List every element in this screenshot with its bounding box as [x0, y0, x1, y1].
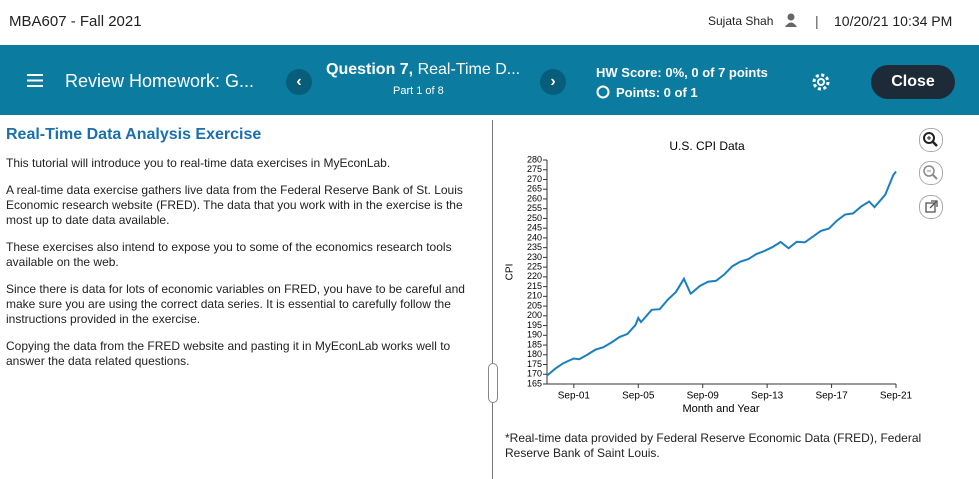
y-tick-label: 280	[527, 154, 542, 164]
nav-bar: Review Homework: G... ‹ Question 7, Real…	[0, 45, 979, 115]
divider	[492, 120, 493, 479]
paragraph: A real-time data exercise gathers live d…	[6, 183, 463, 227]
y-tick-label: 275	[527, 164, 542, 174]
y-tick-label: 225	[527, 262, 542, 272]
x-tick-label: Sep-05	[622, 391, 655, 402]
content-title: Real-Time Data Analysis Exercise	[6, 126, 262, 143]
course-name: MBA607 - Fall 2021	[9, 13, 142, 30]
y-tick-label: 195	[527, 320, 542, 330]
paragraph: Copying the data from the FRED website a…	[6, 339, 451, 368]
y-tick-label: 245	[527, 223, 542, 233]
settings-icon[interactable]	[811, 72, 831, 92]
points-icon	[596, 85, 610, 99]
next-button[interactable]: ›	[540, 69, 566, 95]
zoom-in[interactable]	[919, 128, 943, 152]
x-tick-label: Sep-13	[751, 391, 784, 402]
paragraph: Since there is data for lots of economic…	[6, 282, 465, 326]
question-label: Question 7,	[326, 61, 414, 78]
x-tick-label: Sep-21	[880, 391, 913, 402]
y-tick-label: 260	[527, 193, 542, 203]
y-tick-label: 270	[527, 174, 542, 184]
y-tick-label: 240	[527, 232, 542, 242]
y-tick-label: 265	[527, 184, 542, 194]
chart-title: U.S. CPI Data	[669, 139, 745, 153]
part-label: Part 1 of 8	[393, 85, 444, 97]
question-title: Real-Time D...	[417, 61, 521, 78]
y-tick-label: 255	[527, 203, 542, 213]
y-tick-label: 205	[527, 300, 542, 310]
homework-title: Review Homework: G...	[65, 71, 255, 91]
y-tick-label: 165	[527, 378, 542, 388]
prev-button[interactable]: ‹	[286, 69, 312, 95]
content: Real-Time Data Analysis Exercise This tu…	[6, 126, 482, 381]
close-button[interactable]: Close	[871, 65, 955, 99]
open-external[interactable]	[919, 195, 943, 219]
y-tick-label: 190	[527, 330, 542, 340]
y-tick-label: 185	[527, 339, 542, 349]
footnote: *Real-time data provided by Federal Rese…	[505, 431, 922, 460]
top-bar: MBA607 - Fall 2021 Sujata Shah | 10/20/2…	[0, 0, 979, 45]
x-tick-label: Sep-01	[558, 391, 591, 402]
zoom-out[interactable]	[919, 161, 943, 185]
question-heading: Question 7, Real-Time D...	[326, 61, 520, 79]
y-tick-label: 230	[527, 252, 542, 262]
y-axis-label: CPI	[505, 264, 516, 281]
y-tick-label: 200	[527, 310, 542, 320]
y-tick-label: 175	[527, 359, 542, 369]
data-line	[546, 170, 897, 377]
y-tick-label: 250	[527, 213, 542, 223]
user-name[interactable]: Sujata Shah	[708, 14, 774, 28]
chart: U.S. CPI Data CPI Month and Year 1651701…	[505, 139, 913, 415]
user-icon	[785, 13, 797, 27]
y-tick-label: 235	[527, 242, 542, 252]
resize-handle[interactable]	[488, 363, 498, 403]
y-tick-label: 180	[527, 349, 542, 359]
y-tick-label: 215	[527, 281, 542, 291]
paragraph: These exercises also intend to expose yo…	[6, 240, 452, 269]
separator: |	[815, 13, 819, 29]
x-tick-label: Sep-17	[815, 391, 848, 402]
y-tick-label: 170	[527, 369, 542, 379]
y-tick-label: 220	[527, 271, 542, 281]
datetime: 10/20/21 10:34 PM	[834, 13, 953, 29]
menu-icon[interactable]	[27, 74, 43, 87]
hw-score: HW Score: 0%, 0 of 7 points	[596, 65, 768, 80]
y-tick-label: 210	[527, 291, 542, 301]
paragraph: This tutorial will introduce you to real…	[6, 156, 391, 170]
x-axis-label: Month and Year	[682, 403, 759, 415]
x-tick-label: Sep-09	[687, 391, 720, 402]
points: Points: 0 of 1	[616, 85, 698, 100]
